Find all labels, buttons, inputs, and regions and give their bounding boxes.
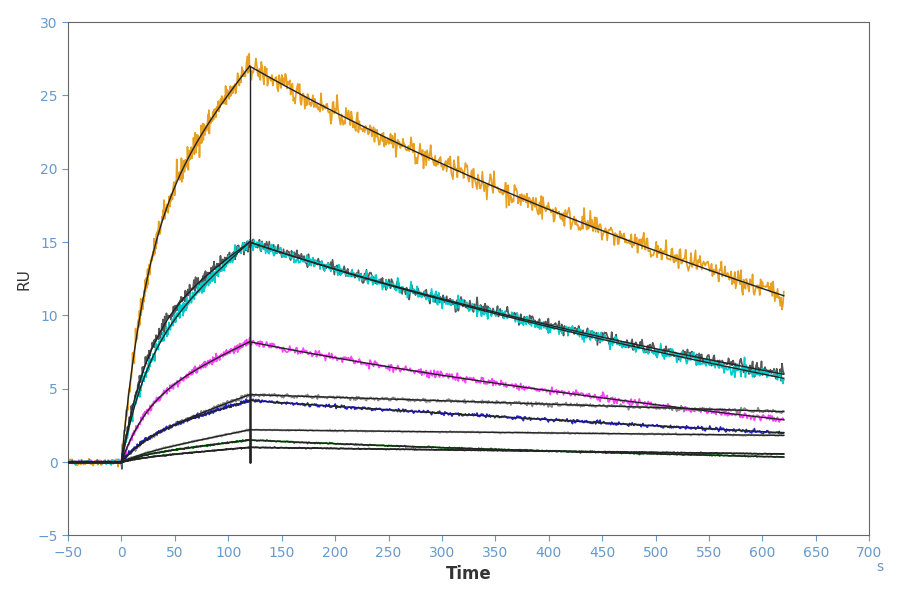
Y-axis label: RU: RU xyxy=(17,268,32,290)
X-axis label: Time: Time xyxy=(446,565,491,583)
Text: s: s xyxy=(877,560,883,574)
